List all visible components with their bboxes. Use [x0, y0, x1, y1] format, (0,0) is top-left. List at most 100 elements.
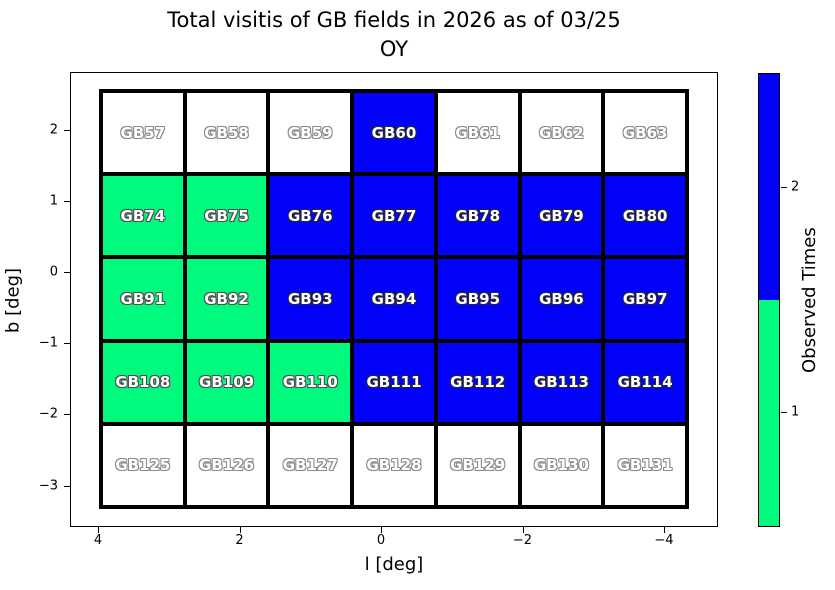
field-cell-GB108: GB108: [101, 340, 185, 424]
field-cell-GB91: GB91: [101, 257, 185, 341]
field-grid: GB57 GB58 GB59 GB60 GB61 GB62 GB63 GB74 GB75 GB76…: [99, 89, 689, 509]
field-cell-GB63: GB63: [603, 91, 687, 175]
field-cell-GB78: GB78: [435, 174, 520, 258]
field-cell-label: GB62: [539, 123, 584, 142]
y-tick-mark: [64, 414, 70, 416]
field-cell-label: GB125: [115, 456, 171, 475]
field-cell-GB61: GB61: [435, 91, 520, 175]
field-cell-GB75: GB75: [184, 174, 269, 258]
field-cell-GB59: GB59: [268, 91, 353, 175]
field-cell-label: GB78: [455, 206, 501, 225]
y-tick-label: −3: [38, 478, 58, 494]
colorbar-segment: [759, 74, 779, 300]
colorbar-label: Observed Times: [799, 227, 820, 373]
field-cell-label: GB108: [115, 373, 171, 392]
chart-title: Total visitis of GB fields in 2026 as of…: [167, 8, 621, 32]
field-cell-label: GB126: [199, 456, 255, 475]
field-cell-label: GB95: [455, 289, 501, 308]
field-cell-GB62: GB62: [519, 91, 604, 175]
field-cell-GB96: GB96: [519, 257, 604, 341]
field-cell-GB79: GB79: [519, 174, 604, 258]
colorbar-tick-mark: [781, 187, 787, 188]
field-cell-label: GB130: [533, 456, 589, 475]
field-cell-label: GB114: [617, 373, 673, 392]
y-tick-mark: [64, 485, 70, 487]
field-cell-label: GB76: [287, 206, 333, 225]
field-cell-GB110: GB110: [268, 340, 353, 424]
field-cell-label: GB75: [204, 206, 249, 225]
field-cell-GB127: GB127: [268, 423, 353, 507]
field-cell-GB93: GB93: [268, 257, 353, 341]
field-cell-GB77: GB77: [352, 174, 436, 258]
colorbar-tick-mark: [781, 412, 787, 413]
field-cell-label: GB74: [120, 206, 166, 225]
field-cell-GB94: GB94: [352, 257, 436, 341]
field-cell-GB60: GB60: [352, 91, 436, 175]
field-cell-label: GB63: [622, 123, 668, 142]
field-cell-label: GB113: [533, 373, 589, 392]
field-cell-label: GB59: [287, 123, 333, 142]
field-cell-GB128: GB128: [352, 423, 436, 507]
y-axis-label: b [deg]: [2, 267, 24, 334]
y-tick-label: −1: [38, 335, 58, 351]
field-cell-GB76: GB76: [268, 174, 353, 258]
colorbar: [758, 73, 780, 527]
field-cell-GB95: GB95: [435, 257, 520, 341]
x-tick-mark: [239, 527, 241, 533]
chart-title-line2: OY: [379, 37, 409, 61]
x-tick-mark: [522, 527, 524, 533]
field-cell-label: GB77: [371, 206, 417, 225]
field-cell-GB113: GB113: [519, 340, 604, 424]
x-tick-label: −4: [654, 533, 674, 548]
x-tick-mark: [381, 527, 382, 533]
y-tick-label: 0: [49, 264, 58, 280]
field-cell-label: GB60: [371, 123, 417, 142]
x-axis-label: l [deg]: [364, 554, 424, 575]
y-tick-mark: [64, 200, 70, 202]
x-tick-label: 2: [235, 533, 244, 548]
field-cell-label: GB129: [450, 456, 506, 475]
field-cell-GB111: GB111: [352, 340, 436, 424]
x-tick-mark: [664, 527, 665, 533]
field-cell-GB114: GB114: [603, 340, 687, 424]
y-tick-label: −2: [38, 406, 58, 422]
field-cell-label: GB92: [204, 289, 249, 308]
y-tick-mark: [64, 272, 70, 273]
y-tick-mark: [64, 343, 70, 345]
field-cell-label: GB57: [120, 123, 166, 142]
colorbar-tick-label: 1: [791, 404, 800, 420]
field-cell-label: GB111: [366, 373, 422, 392]
field-cell-label: GB93: [287, 289, 333, 308]
field-cell-label: GB61: [455, 123, 501, 142]
field-cell-label: GB79: [539, 206, 584, 225]
field-cell-label: GB80: [622, 206, 668, 225]
x-tick-label: 0: [376, 533, 386, 548]
field-cell-label: GB112: [450, 373, 506, 392]
field-cell-label: GB127: [282, 456, 338, 475]
field-cell-label: GB94: [371, 289, 417, 308]
field-cell-label: GB96: [539, 289, 584, 308]
field-cell-GB58: GB58: [184, 91, 269, 175]
field-cell-label: GB110: [282, 373, 338, 392]
field-cell-GB80: GB80: [603, 174, 687, 258]
y-tick-mark: [64, 129, 70, 131]
field-cell-label: GB109: [199, 373, 255, 392]
y-tick-label: 2: [49, 122, 58, 138]
field-cell-GB130: GB130: [519, 423, 604, 507]
field-cell-GB97: GB97: [603, 257, 687, 341]
x-tick-label: 4: [93, 533, 103, 548]
field-cell-GB112: GB112: [435, 340, 520, 424]
field-cell-label: GB91: [120, 289, 166, 308]
colorbar-segment: [759, 300, 779, 526]
colorbar-tick-label: 2: [791, 179, 800, 195]
x-tick-label: −2: [512, 533, 533, 548]
field-cell-GB92: GB92: [184, 257, 269, 341]
field-cell-label: GB97: [622, 289, 668, 308]
field-cell-label: GB58: [204, 123, 249, 142]
field-cell-GB131: GB131: [603, 423, 687, 507]
field-cell-GB57: GB57: [101, 91, 185, 175]
y-tick-label: 1: [49, 193, 58, 209]
field-cell-GB74: GB74: [101, 174, 185, 258]
field-cell-GB129: GB129: [435, 423, 520, 507]
